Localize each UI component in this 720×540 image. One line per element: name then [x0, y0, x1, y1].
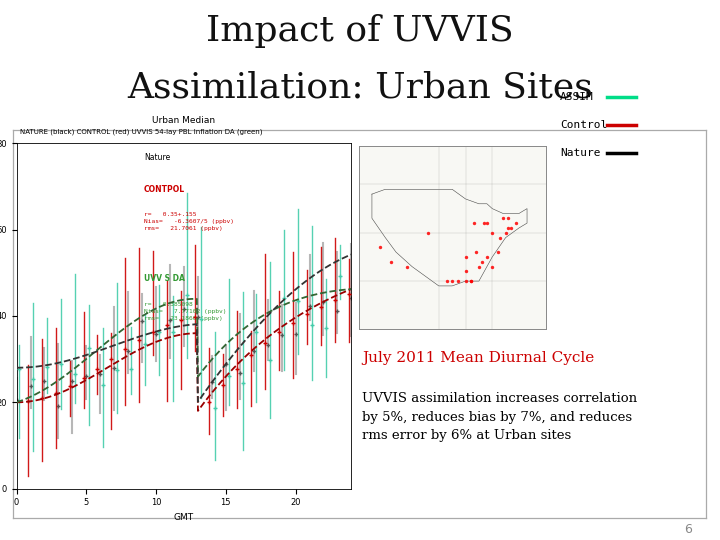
Point	[505, 224, 517, 232]
Text: UVV S DA: UVV S DA	[144, 274, 184, 284]
Point	[460, 253, 472, 261]
Point	[503, 214, 514, 222]
Point	[374, 243, 386, 252]
Text: r=   0.385098
Nias=   7.77102 (ppbv)
rms=   23.1860 (ppbv): r= 0.385098 Nias= 7.77102 (ppbv) rms= 23…	[144, 302, 226, 321]
Point	[481, 219, 492, 227]
Text: Control: Control	[560, 120, 608, 130]
Text: ASSIM: ASSIM	[560, 92, 594, 102]
Text: Assimilation: Urban Sites: Assimilation: Urban Sites	[127, 70, 593, 104]
Text: NATURE (black) CONTROL (red) UVVIS 54-lay PBL Inflation DA (green): NATURE (black) CONTROL (red) UVVIS 54-la…	[20, 129, 263, 135]
Point	[487, 262, 498, 271]
Text: 6: 6	[684, 523, 691, 536]
Point	[470, 248, 482, 256]
Point	[441, 277, 453, 286]
Text: Nature: Nature	[560, 148, 600, 158]
Point	[468, 219, 480, 227]
Point	[487, 228, 498, 237]
Point	[465, 277, 477, 286]
Point	[495, 233, 506, 242]
Point	[492, 248, 503, 256]
Point	[503, 224, 514, 232]
Point	[446, 277, 458, 286]
Point	[479, 219, 490, 227]
Point	[465, 277, 477, 286]
Point	[460, 277, 472, 286]
Point	[510, 219, 522, 227]
Point	[401, 262, 413, 271]
Point	[476, 258, 487, 266]
Text: CONTPOL: CONTPOL	[144, 185, 185, 193]
Text: Urban Median: Urban Median	[153, 116, 215, 125]
Point	[500, 228, 511, 237]
Point	[385, 258, 397, 266]
Text: UVVIS assimilation increases correlation
by 5%, reduces bias by 7%, and reduces
: UVVIS assimilation increases correlation…	[362, 392, 637, 442]
Point	[460, 267, 472, 276]
Text: Nature: Nature	[144, 153, 170, 163]
X-axis label: GMT: GMT	[174, 513, 194, 522]
Point	[451, 277, 463, 286]
Point	[473, 262, 485, 271]
Text: r=   0.35+.155
Nias=   -6.3607/5 (ppbv)
rms=   21.7061 (ppbv): r= 0.35+.155 Nias= -6.3607/5 (ppbv) rms=…	[144, 212, 234, 231]
Point	[423, 228, 434, 237]
Point	[481, 253, 492, 261]
Text: July 2011 Mean Diurnal Cycle: July 2011 Mean Diurnal Cycle	[362, 351, 595, 365]
Point	[498, 214, 509, 222]
Text: Impact of UVVIS: Impact of UVVIS	[206, 14, 514, 48]
